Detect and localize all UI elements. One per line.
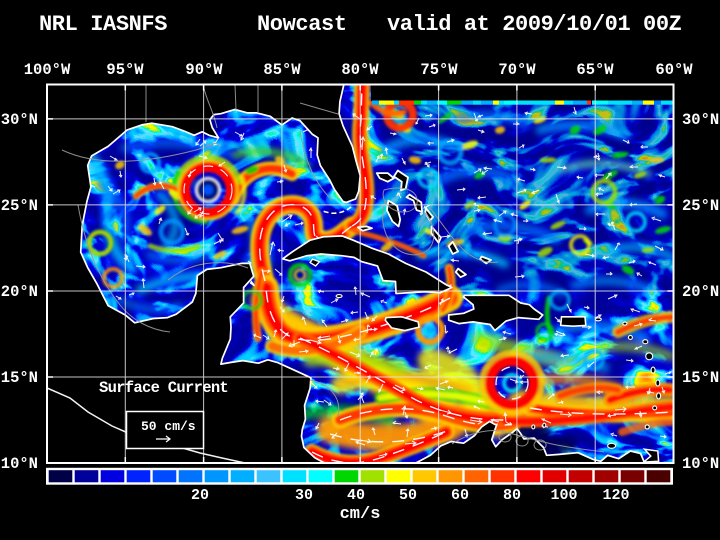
svg-text:30°N: 30°N [1, 111, 38, 129]
svg-text:50 cm/s: 50 cm/s [141, 419, 196, 434]
svg-text:95°W: 95°W [106, 61, 144, 79]
svg-text:65°W: 65°W [576, 61, 614, 79]
svg-text:70°W: 70°W [498, 61, 536, 79]
svg-text:30: 30 [295, 487, 313, 504]
svg-text:80°W: 80°W [341, 61, 379, 79]
svg-text:NRL IASNFS: NRL IASNFS [39, 12, 167, 37]
svg-text:20: 20 [191, 487, 209, 504]
svg-text:25°N: 25°N [1, 197, 38, 215]
svg-text:120: 120 [602, 487, 629, 504]
svg-text:90°W: 90°W [185, 61, 223, 79]
svg-text:Nowcast: Nowcast [257, 12, 347, 37]
svg-text:60°W: 60°W [655, 61, 693, 79]
svg-text:15°N: 15°N [1, 369, 38, 387]
svg-text:10°N: 10°N [1, 455, 38, 473]
svg-text:15°N: 15°N [682, 369, 719, 387]
svg-text:50: 50 [399, 487, 417, 504]
svg-text:30°N: 30°N [682, 111, 719, 129]
svg-text:40: 40 [347, 487, 365, 504]
svg-text:valid at 2009/10/01 00Z: valid at 2009/10/01 00Z [387, 12, 682, 37]
svg-text:60: 60 [451, 487, 469, 504]
svg-text:20°N: 20°N [682, 283, 719, 301]
svg-text:80: 80 [503, 487, 521, 504]
svg-text:Surface Current: Surface Current [99, 379, 228, 397]
svg-text:25°N: 25°N [682, 197, 719, 215]
svg-text:100: 100 [550, 487, 577, 504]
svg-text:100°W: 100°W [24, 61, 71, 79]
svg-text:cm/s: cm/s [340, 505, 381, 524]
svg-text:20°N: 20°N [1, 283, 38, 301]
svg-text:10°N: 10°N [682, 455, 719, 473]
svg-text:75°W: 75°W [420, 61, 458, 79]
svg-text:85°W: 85°W [263, 61, 301, 79]
